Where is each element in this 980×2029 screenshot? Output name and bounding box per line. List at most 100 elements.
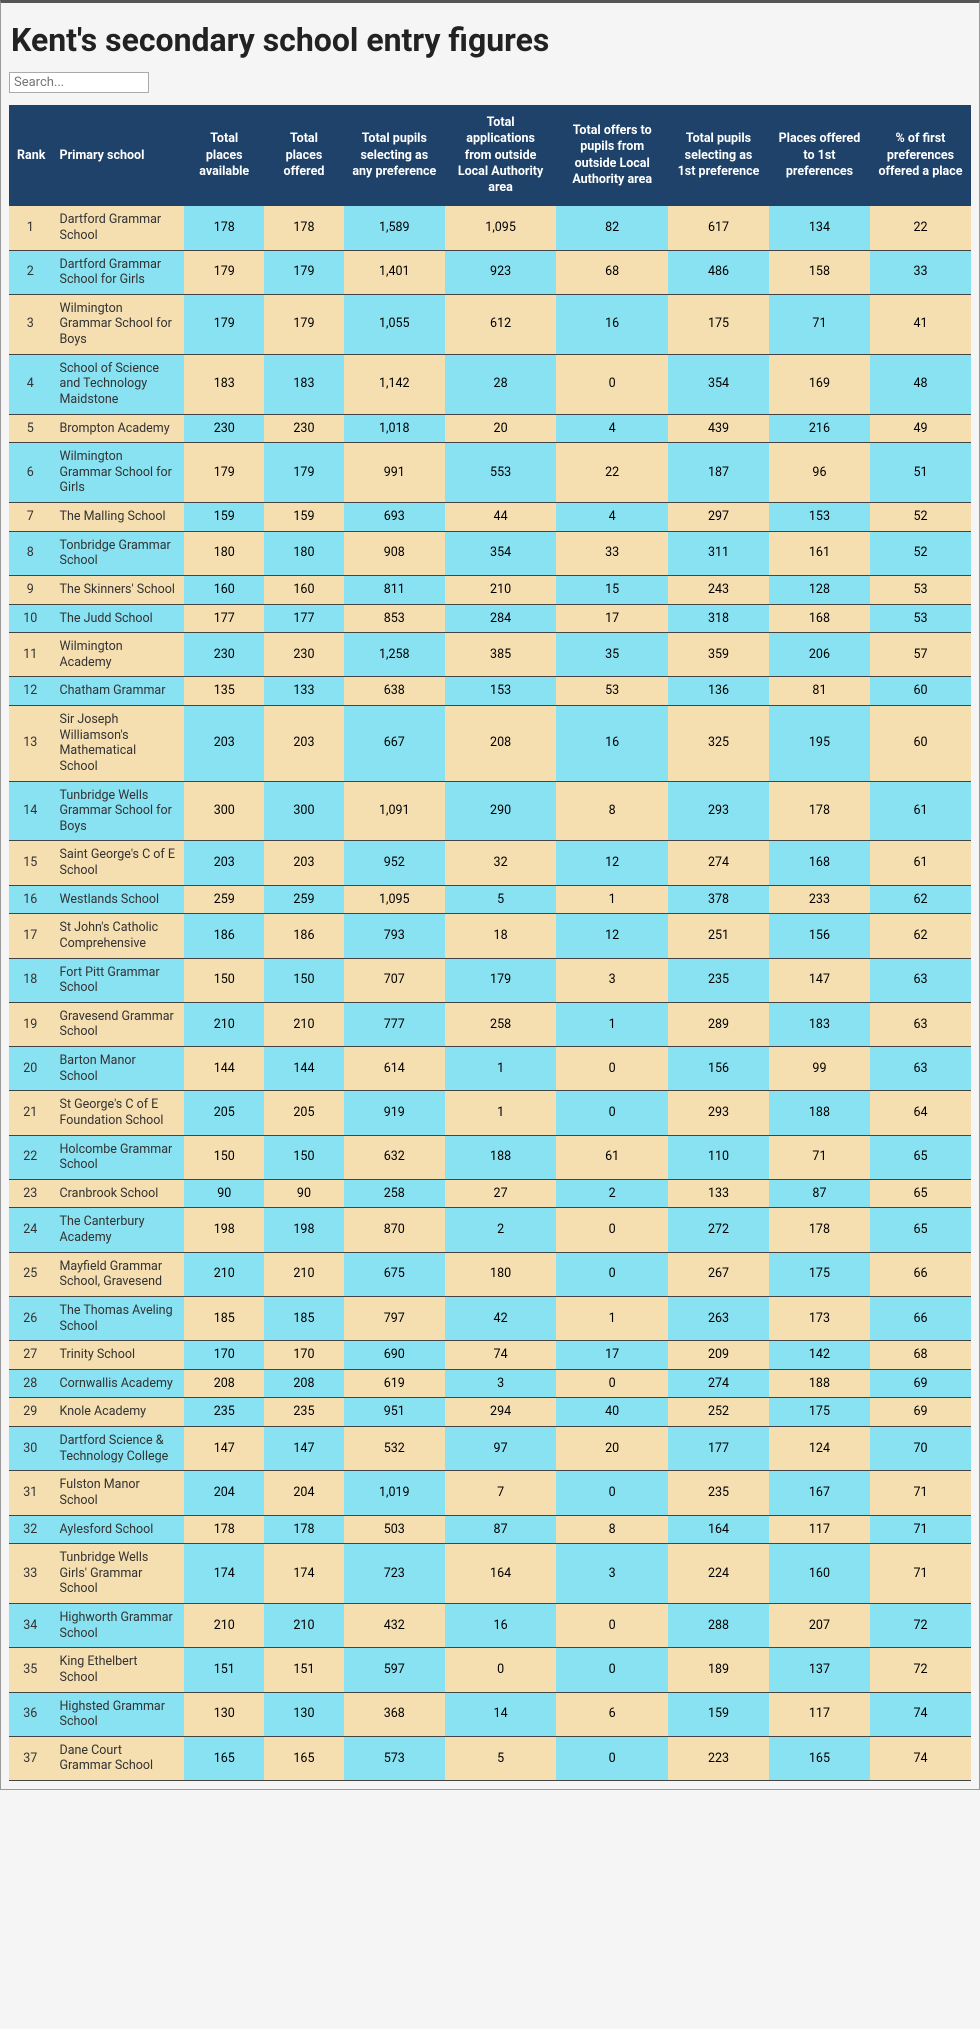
table-row: 24The Canterbury Academy1981988702027217… xyxy=(9,1208,971,1252)
cell-first_pref: 359 xyxy=(668,633,769,677)
cell-pct_first: 60 xyxy=(870,677,971,706)
table-row: 22Holcombe Grammar School150150632188611… xyxy=(9,1135,971,1179)
cell-avail: 230 xyxy=(184,633,264,677)
cell-first_pref: 325 xyxy=(668,706,769,782)
cell-first_pref: 288 xyxy=(668,1604,769,1648)
cell-off_out: 12 xyxy=(556,841,668,885)
cell-rank: 29 xyxy=(9,1398,52,1427)
col-header-anypref[interactable]: Total pupils selecting as any preference xyxy=(344,105,445,206)
col-header-off_out[interactable]: Total offers to pupils from outside Loca… xyxy=(556,105,668,206)
cell-anypref: 1,142 xyxy=(344,354,445,414)
table-row: 29Knole Academy2352359512944025217569 xyxy=(9,1398,971,1427)
cell-avail: 174 xyxy=(184,1544,264,1604)
cell-places_1st: 207 xyxy=(769,1604,870,1648)
cell-pct_first: 33 xyxy=(870,250,971,294)
col-header-apps_out[interactable]: Total applications from outside Local Au… xyxy=(445,105,557,206)
cell-anypref: 532 xyxy=(344,1427,445,1471)
cell-offered: 204 xyxy=(264,1471,344,1515)
cell-apps_out: 1,095 xyxy=(445,206,557,250)
cell-avail: 130 xyxy=(184,1692,264,1736)
cell-anypref: 777 xyxy=(344,1002,445,1046)
cell-avail: 185 xyxy=(184,1296,264,1340)
cell-off_out: 1 xyxy=(556,1002,668,1046)
cell-first_pref: 133 xyxy=(668,1179,769,1208)
cell-apps_out: 164 xyxy=(445,1544,557,1604)
cell-places_1st: 173 xyxy=(769,1296,870,1340)
cell-places_1st: 81 xyxy=(769,677,870,706)
cell-name: The Canterbury Academy xyxy=(52,1208,185,1252)
cell-first_pref: 274 xyxy=(668,1369,769,1398)
cell-rank: 11 xyxy=(9,633,52,677)
cell-apps_out: 28 xyxy=(445,354,557,414)
col-header-offered[interactable]: Total places offered xyxy=(264,105,344,206)
cell-pct_first: 72 xyxy=(870,1604,971,1648)
cell-first_pref: 486 xyxy=(668,250,769,294)
cell-apps_out: 7 xyxy=(445,1471,557,1515)
col-header-name[interactable]: Primary school xyxy=(52,105,185,206)
cell-avail: 210 xyxy=(184,1252,264,1296)
cell-avail: 150 xyxy=(184,958,264,1002)
cell-name: St George's C of E Foundation School xyxy=(52,1091,185,1135)
cell-pct_first: 57 xyxy=(870,633,971,677)
cell-pct_first: 51 xyxy=(870,443,971,503)
cell-off_out: 1 xyxy=(556,1296,668,1340)
cell-apps_out: 923 xyxy=(445,250,557,294)
col-header-avail[interactable]: Total places available xyxy=(184,105,264,206)
cell-off_out: 17 xyxy=(556,604,668,633)
cell-name: Knole Academy xyxy=(52,1398,185,1427)
cell-off_out: 8 xyxy=(556,1515,668,1544)
cell-anypref: 432 xyxy=(344,1604,445,1648)
cell-avail: 151 xyxy=(184,1648,264,1692)
cell-off_out: 68 xyxy=(556,250,668,294)
cell-name: Tonbridge Grammar School xyxy=(52,531,185,575)
cell-apps_out: 290 xyxy=(445,781,557,841)
cell-places_1st: 161 xyxy=(769,531,870,575)
cell-offered: 210 xyxy=(264,1002,344,1046)
cell-off_out: 0 xyxy=(556,1047,668,1091)
cell-apps_out: 32 xyxy=(445,841,557,885)
cell-anypref: 368 xyxy=(344,1692,445,1736)
table-row: 19Gravesend Grammar School21021077725812… xyxy=(9,1002,971,1046)
cell-offered: 185 xyxy=(264,1296,344,1340)
col-header-rank[interactable]: Rank xyxy=(9,105,52,206)
cell-apps_out: 294 xyxy=(445,1398,557,1427)
table-row: 23Cranbrook School90902582721338765 xyxy=(9,1179,971,1208)
cell-offered: 178 xyxy=(264,206,344,250)
cell-first_pref: 175 xyxy=(668,294,769,354)
cell-off_out: 12 xyxy=(556,914,668,958)
cell-first_pref: 223 xyxy=(668,1736,769,1780)
cell-rank: 5 xyxy=(9,414,52,443)
cell-places_1st: 142 xyxy=(769,1341,870,1370)
cell-name: Aylesford School xyxy=(52,1515,185,1544)
search-input[interactable] xyxy=(9,72,149,93)
cell-rank: 33 xyxy=(9,1544,52,1604)
cell-pct_first: 63 xyxy=(870,958,971,1002)
cell-apps_out: 208 xyxy=(445,706,557,782)
cell-avail: 135 xyxy=(184,677,264,706)
cell-apps_out: 0 xyxy=(445,1648,557,1692)
cell-offered: 178 xyxy=(264,1515,344,1544)
cell-off_out: 1 xyxy=(556,885,668,914)
cell-places_1st: 165 xyxy=(769,1736,870,1780)
cell-offered: 230 xyxy=(264,414,344,443)
col-header-first_pref[interactable]: Total pupils selecting as 1st preference xyxy=(668,105,769,206)
cell-name: Tunbridge Wells Grammar School for Boys xyxy=(52,781,185,841)
cell-pct_first: 69 xyxy=(870,1369,971,1398)
cell-anypref: 707 xyxy=(344,958,445,1002)
cell-apps_out: 87 xyxy=(445,1515,557,1544)
cell-anypref: 614 xyxy=(344,1047,445,1091)
cell-anypref: 853 xyxy=(344,604,445,633)
cell-name: Dane Court Grammar School xyxy=(52,1736,185,1780)
cell-places_1st: 178 xyxy=(769,1208,870,1252)
cell-places_1st: 168 xyxy=(769,604,870,633)
cell-rank: 2 xyxy=(9,250,52,294)
cell-first_pref: 156 xyxy=(668,1047,769,1091)
table-row: 35King Ethelbert School15115159700189137… xyxy=(9,1648,971,1692)
cell-rank: 22 xyxy=(9,1135,52,1179)
cell-places_1st: 206 xyxy=(769,633,870,677)
cell-anypref: 1,018 xyxy=(344,414,445,443)
col-header-pct_first[interactable]: % of first preferences offered a place xyxy=(870,105,971,206)
table-row: 21St George's C of E Foundation School20… xyxy=(9,1091,971,1135)
col-header-places_1st[interactable]: Places offered to 1st preferences xyxy=(769,105,870,206)
cell-name: The Malling School xyxy=(52,503,185,532)
